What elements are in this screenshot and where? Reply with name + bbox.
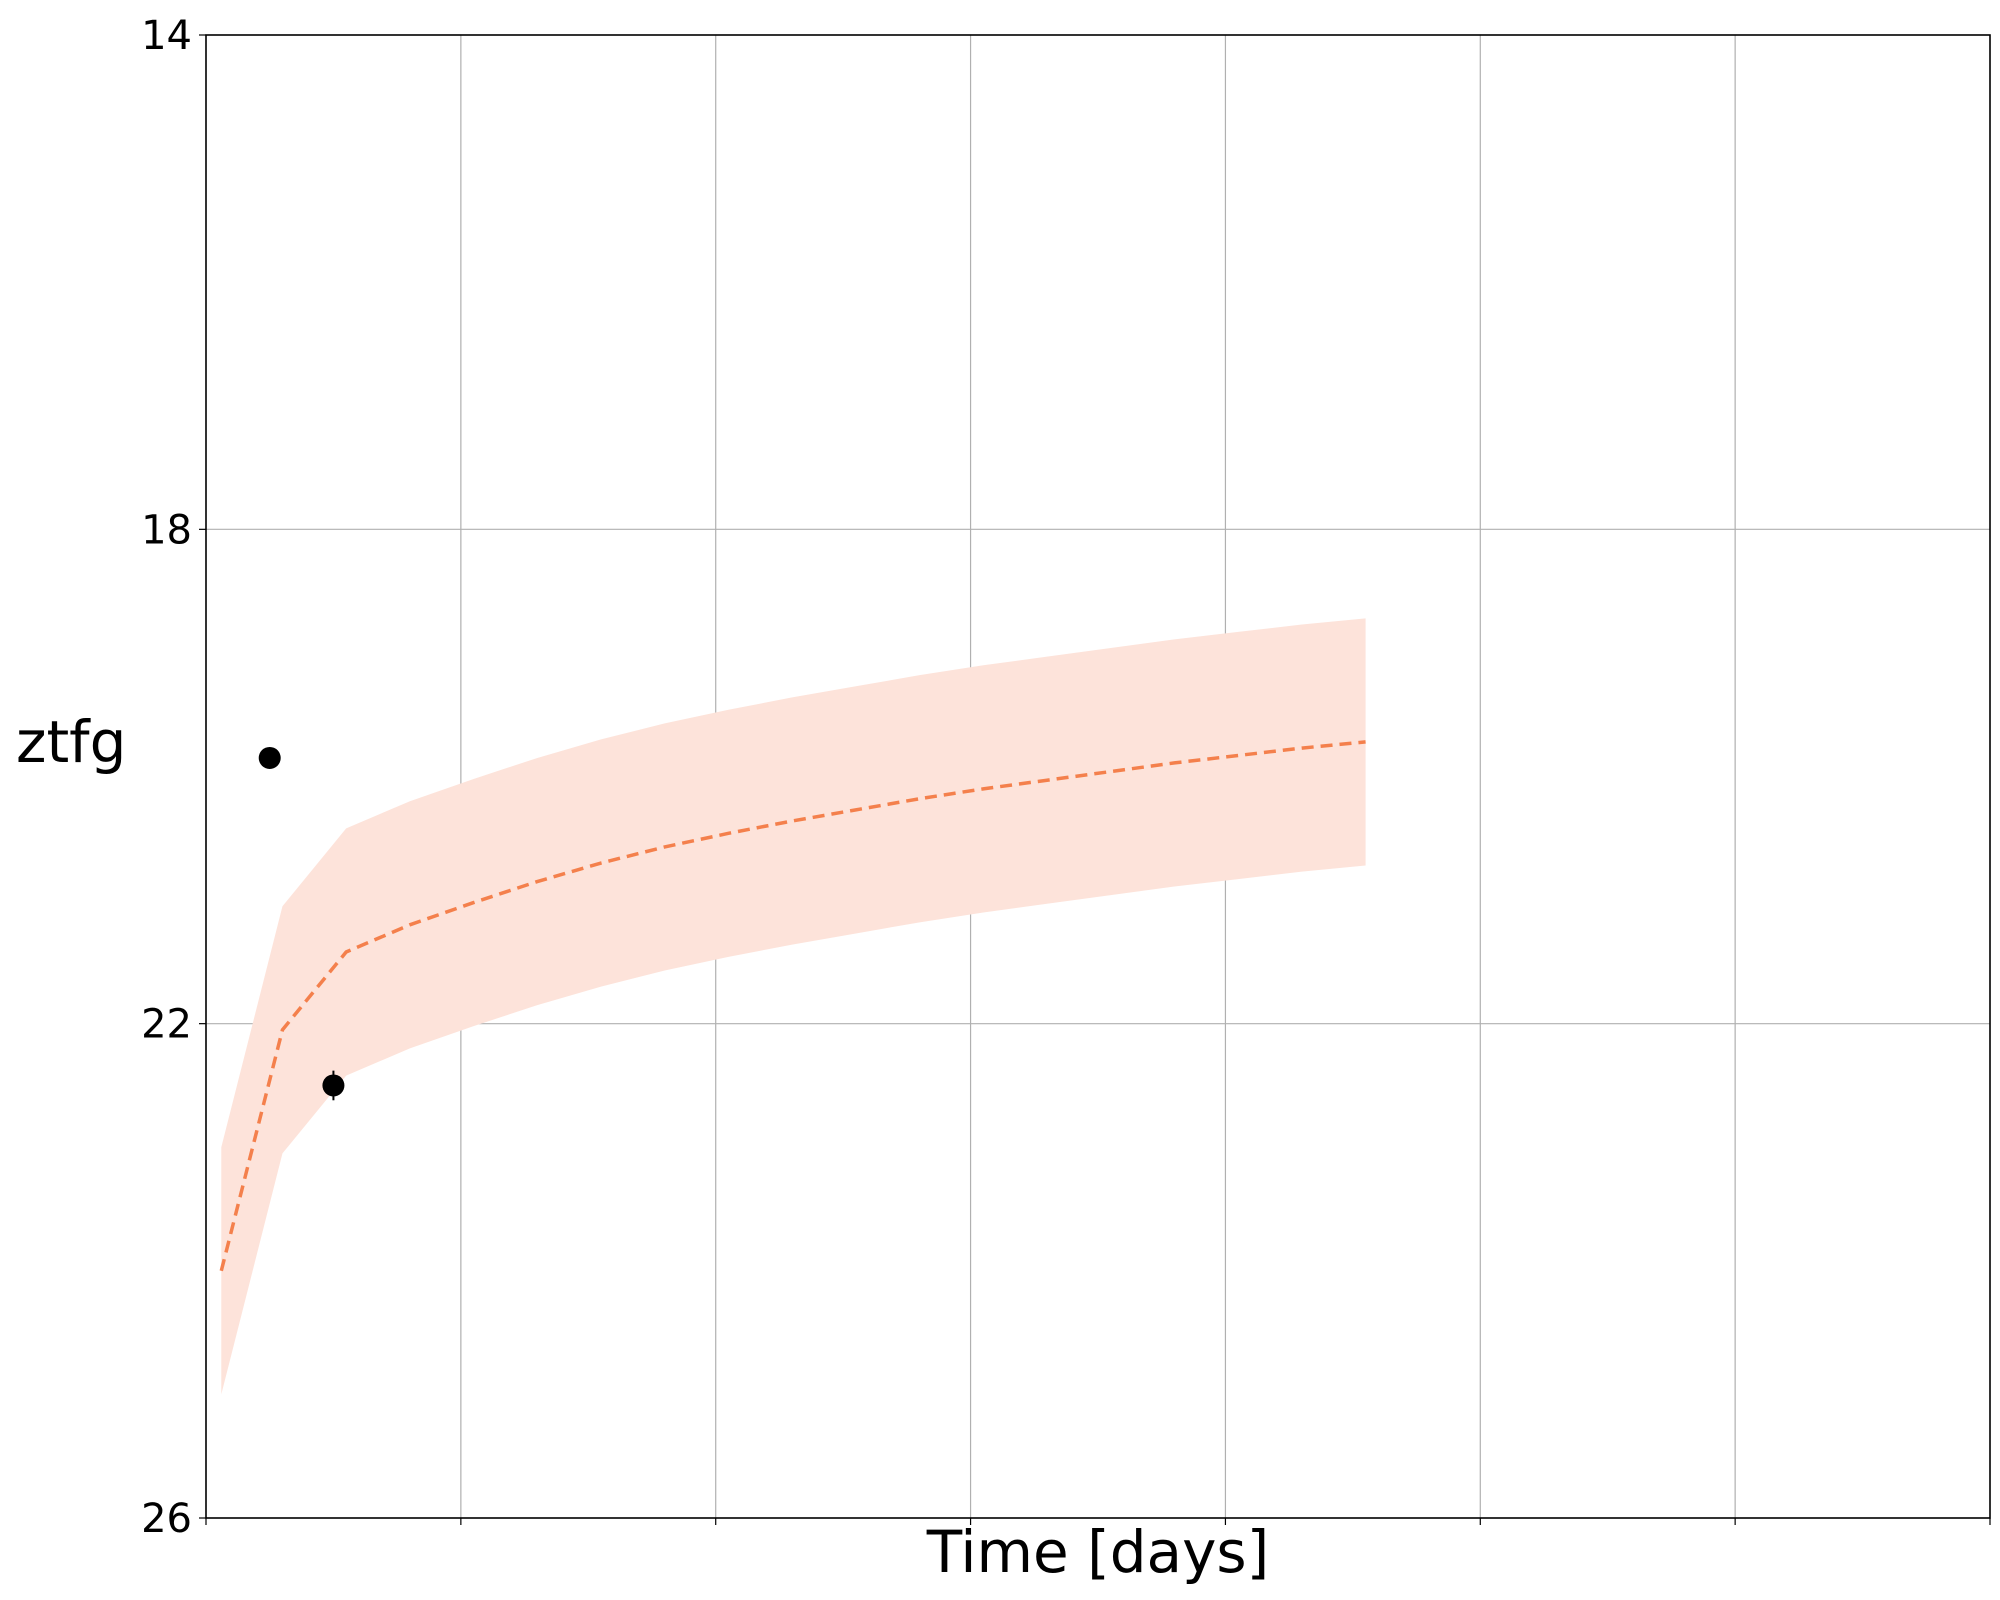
y-tick-labels: 14 18 22 26 — [141, 13, 192, 1542]
model-line-layer — [219, 740, 1366, 1272]
y-tick-label: 22 — [141, 1002, 192, 1048]
model-uncertainty-band — [221, 618, 1366, 1395]
y-tick-label: 14 — [141, 13, 192, 59]
observed-data-point — [258, 746, 281, 769]
observed-data-point — [322, 1074, 345, 1097]
grid — [206, 35, 1990, 1518]
y-tick-label: 18 — [141, 507, 192, 553]
plot-frame — [205, 34, 1991, 1519]
y-axis-label: ztfg — [16, 708, 126, 776]
model-line — [219, 740, 1366, 1272]
model-band-layer — [221, 618, 1366, 1395]
y-tick-label: 26 — [141, 1496, 192, 1542]
observed-points-layer — [258, 746, 345, 1101]
x-axis-label: Time [days] — [926, 1518, 1270, 1586]
axis-ticks — [199, 34, 1991, 1525]
